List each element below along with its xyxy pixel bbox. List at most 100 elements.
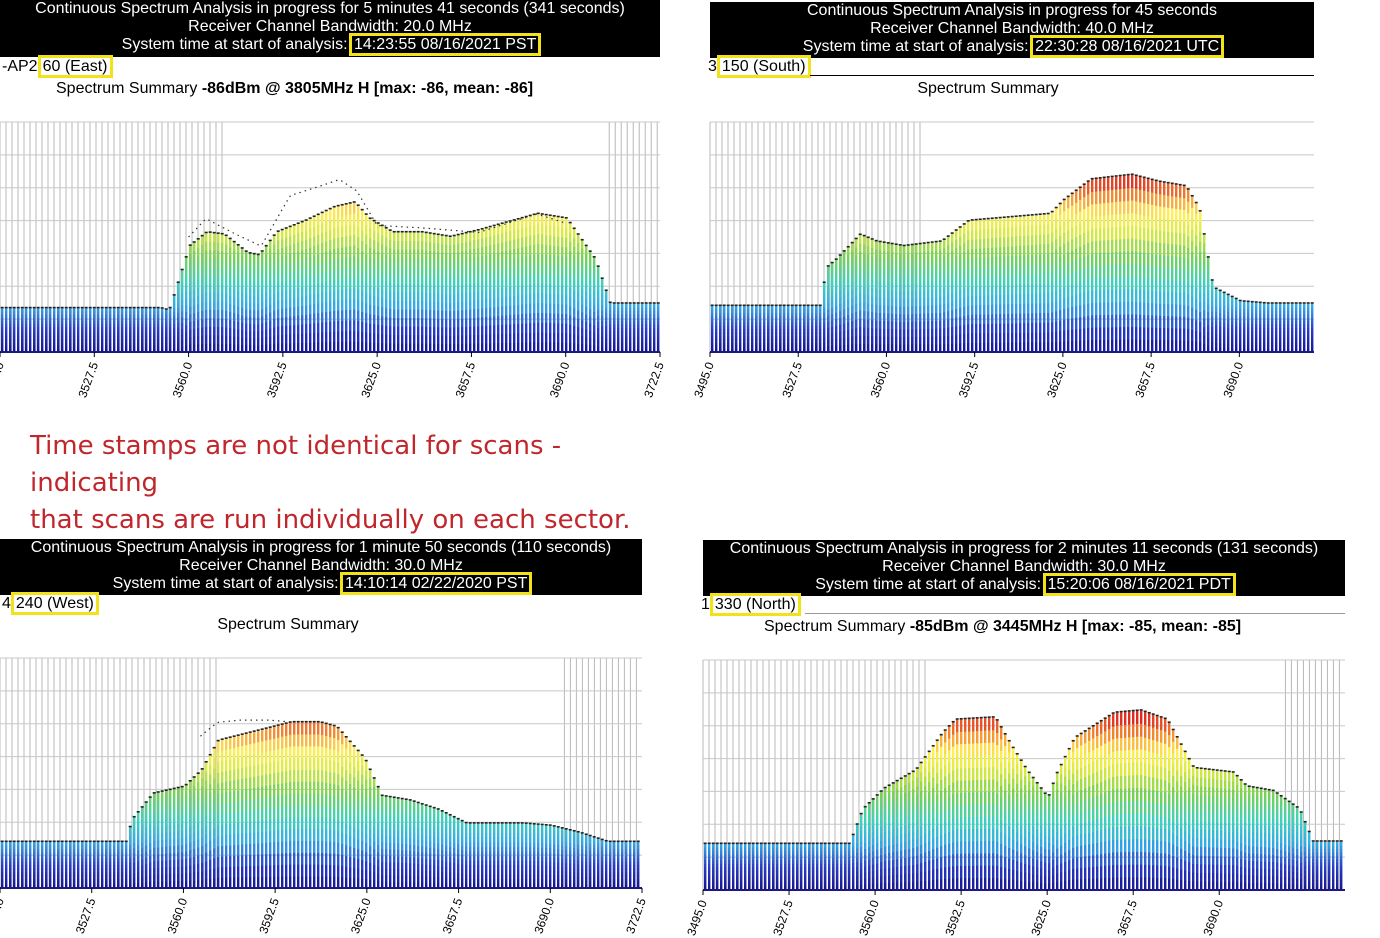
spectrum-bar	[349, 341, 352, 353]
spectrum-bar	[413, 326, 416, 336]
spectrum-bar	[1187, 236, 1190, 248]
spectrum-bar	[317, 263, 320, 275]
spectrum-chart: 3495.0 3527.5 3560.0 3592.5 3625.0 3657.5 3690…	[0, 657, 649, 936]
spectrum-bar	[637, 314, 640, 318]
spectrum-bar	[37, 339, 40, 343]
spectrum-bar	[125, 330, 128, 334]
spectrum-bar	[1063, 308, 1066, 320]
spectrum-bar	[277, 249, 280, 258]
spectrum-bar	[943, 319, 946, 329]
spectrum-bar	[1235, 344, 1238, 349]
spectrum-bar	[185, 304, 188, 312]
spectrum-bar	[337, 299, 340, 311]
spectrum-bar	[497, 279, 500, 289]
spectrum-bar	[125, 345, 128, 350]
spectrum-bar	[509, 258, 512, 269]
spectrum-bar	[731, 335, 734, 340]
spectrum-bar	[907, 253, 910, 262]
spectrum-bar	[1127, 238, 1130, 252]
spectrum-bar	[117, 348, 120, 353]
spectrum-bar	[739, 335, 742, 340]
spectrum-bar	[711, 345, 714, 350]
spectrum-bar	[1127, 314, 1130, 328]
spectrum-bar	[1207, 264, 1210, 272]
spectrum-bar	[97, 311, 100, 315]
spectrum-bar	[911, 306, 914, 315]
spectrum-bar	[1275, 307, 1278, 311]
spectrum-bar	[149, 336, 152, 340]
spectrum-bar	[899, 344, 902, 353]
spectrum-bar	[1207, 298, 1210, 306]
spectrum-bar	[1255, 344, 1258, 349]
spectrum-bar	[117, 323, 120, 328]
spectrum-bar	[369, 294, 372, 305]
spectrum-bar	[779, 325, 782, 330]
spectrum-bar	[819, 332, 822, 336]
spectrum-bar	[1011, 284, 1014, 295]
spectrum-bar	[413, 266, 416, 276]
spectrum-bar	[41, 320, 44, 325]
spectrum-bar	[1311, 341, 1314, 346]
spectrum-bar	[1131, 200, 1134, 214]
spectrum-bar	[357, 331, 360, 342]
spectrum-bar	[373, 249, 376, 259]
spectrum-bar	[505, 305, 508, 316]
spectrum-bar	[209, 258, 212, 268]
peak-marker	[734, 304, 738, 307]
spectrum-bar	[1311, 317, 1314, 322]
spectrum-bar	[1199, 241, 1202, 252]
spectrum-bar	[389, 334, 392, 344]
spectrum-bar	[101, 336, 104, 340]
spectrum-bar	[831, 269, 834, 277]
spectrum-bar	[89, 320, 92, 325]
spectrum-bar	[65, 311, 68, 315]
spectrum-bar	[565, 275, 568, 286]
spectrum-bar	[385, 290, 388, 300]
spectrum-bar	[529, 342, 532, 353]
spectrum-bar	[337, 320, 340, 332]
spectrum-bar	[457, 251, 460, 261]
spectrum-bar	[605, 299, 608, 305]
spectrum-bar	[723, 342, 726, 346]
spectrum-bar	[529, 303, 532, 314]
spectrum-bar	[249, 330, 252, 339]
spectrum-bar	[743, 319, 746, 323]
spectrum-bar	[735, 306, 738, 310]
spectrum-bar	[1247, 302, 1250, 306]
spectrum-bar	[1243, 319, 1246, 324]
spectrum-bar	[245, 251, 248, 260]
spectrum-bar	[369, 275, 372, 286]
spectrum-bar	[429, 343, 432, 353]
spectrum-bar	[41, 336, 44, 340]
peak-marker	[188, 244, 192, 246]
spectrum-bar	[927, 251, 930, 260]
spectrum-bar	[425, 318, 428, 327]
spectrum-bar	[959, 325, 962, 335]
spectrum-bar	[891, 267, 894, 276]
spectrum-bar	[445, 252, 448, 262]
spectrum-bar	[625, 310, 628, 315]
spectrum-bar	[581, 336, 584, 345]
spectrum-bar	[1183, 340, 1186, 353]
spectrum-bar	[73, 308, 76, 312]
spectrum-bar	[903, 246, 906, 255]
spectrum-bar	[373, 258, 376, 269]
spectrum-bar	[489, 262, 492, 273]
spectrum-bar	[903, 344, 906, 353]
spectrum-bar	[305, 314, 308, 325]
spectrum-bar	[719, 315, 722, 320]
spectrum-bar	[565, 313, 568, 324]
spectrum-bar	[373, 267, 376, 278]
spectrum-bar	[157, 327, 160, 331]
spectrum-bar	[951, 318, 954, 327]
peak-marker	[412, 230, 416, 233]
spectrum-bar	[1123, 263, 1126, 277]
spectrum-bar	[935, 281, 938, 290]
spectrum-bar	[839, 283, 842, 291]
spectrum-bar	[1183, 221, 1186, 234]
spectrum-bar	[305, 286, 308, 297]
spectrum-bar	[105, 320, 108, 325]
spectrum-bar	[445, 318, 448, 328]
spectrum-bar	[1151, 229, 1154, 242]
spectrum-bar	[1195, 213, 1198, 225]
